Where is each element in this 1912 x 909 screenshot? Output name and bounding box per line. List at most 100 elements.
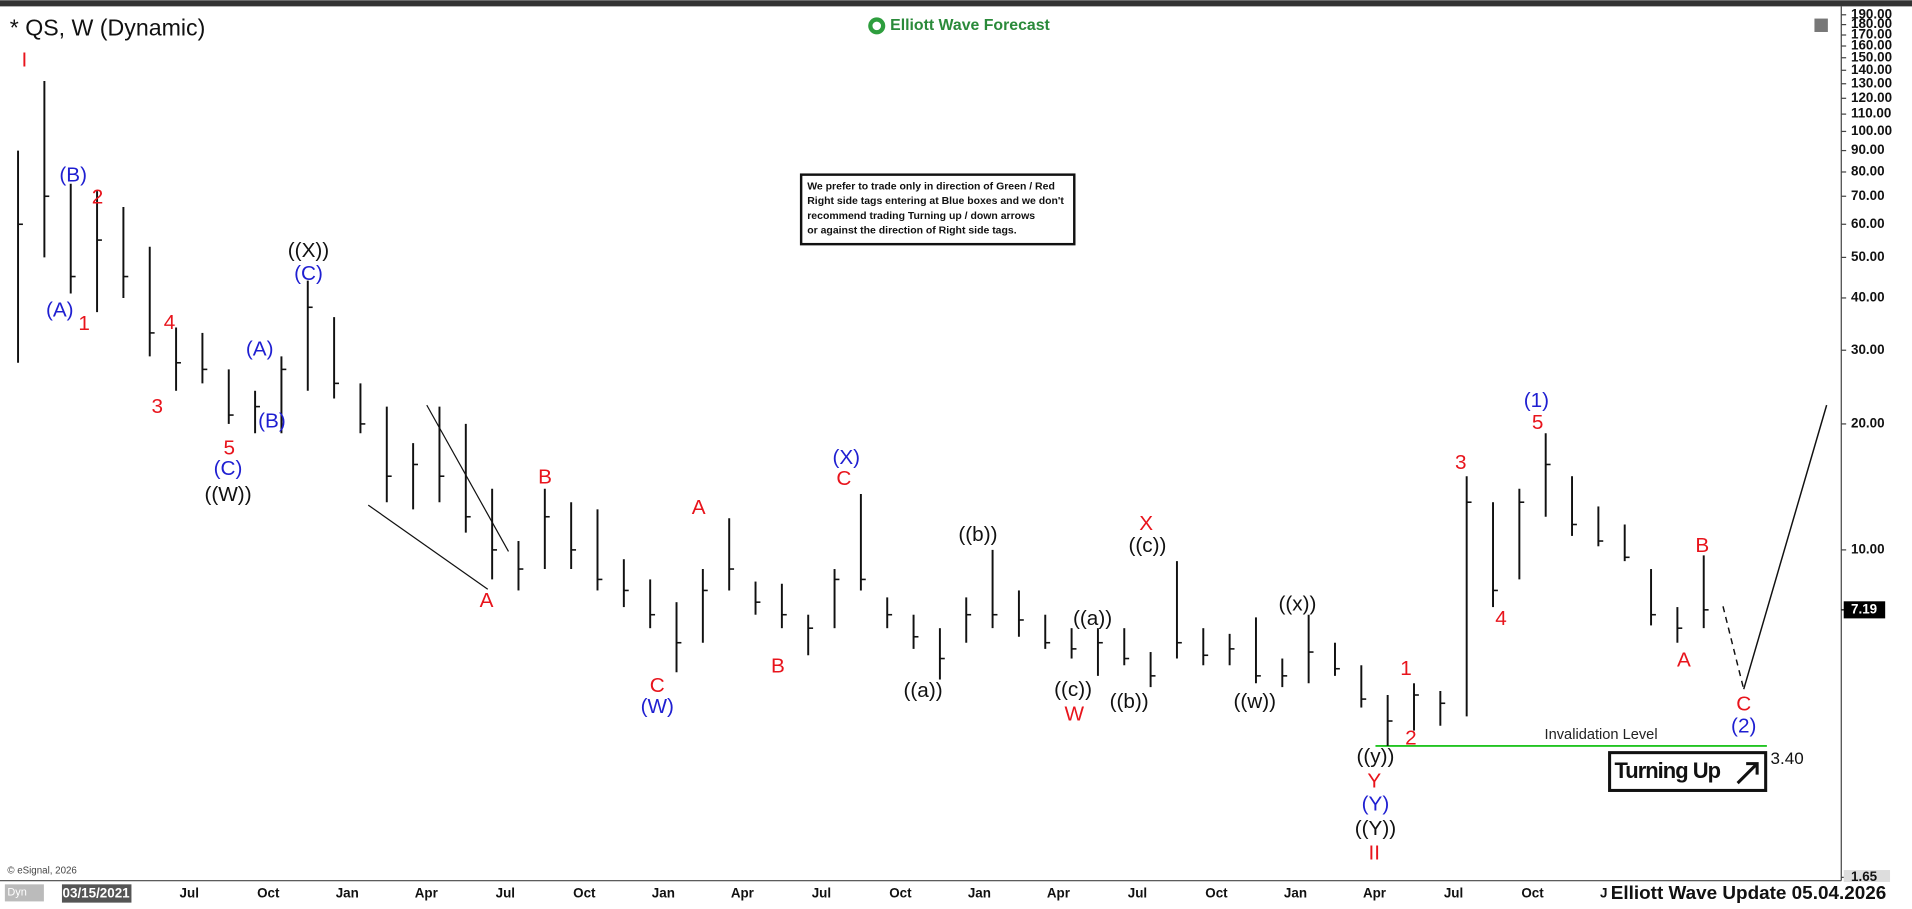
wave-label: ((c)) [1128,534,1166,557]
note-line: recommend trading Turning up / down arro… [807,211,1035,222]
footer: Elliott Wave Update 05.04.2026 [1611,883,1886,904]
wave-label: 3 [1455,451,1467,474]
wave-label: (A) [246,338,274,361]
wave-label: (1) [1524,389,1549,412]
x-tick-label: 03/15/2021 [63,886,131,901]
brand-logo: Elliott Wave Forecast [868,17,1051,35]
plot: 190.00180.00170.00160.00150.00140.00130.… [17,6,1892,903]
x-tick-label: Jan [1284,886,1307,901]
wave-label: (X) [832,446,860,469]
x-tick-label: Jan [336,886,359,901]
chart-title: * QS, W (Dynamic) [10,15,206,41]
wave-label: B [1695,534,1709,557]
y-tick-label: 150.00 [1851,49,1892,64]
tick-label-bg [1843,870,1891,885]
x-tick-label: Jan [652,886,675,901]
brand-name: Elliott Wave Forecast [890,17,1050,34]
wave-label: ((X)) [288,239,329,262]
note-line: We prefer to trade only in direction of … [807,182,1055,193]
y-tick-label: 80.00 [1851,164,1885,179]
footer-bg [1607,881,1912,909]
wave-label: ((x)) [1278,593,1316,616]
wave-label: W [1064,702,1084,725]
wave-label: ((b)) [1110,690,1149,713]
last-price-label: 7.19 [1851,601,1877,616]
wave-label: ((c)) [1054,678,1092,701]
x-tick-label: Oct [889,886,912,901]
y-tick-label: 30.00 [1851,342,1885,357]
y-tick-label: 40.00 [1851,290,1885,305]
wave-label: A [1677,649,1691,672]
x-tick-label: Apr [1363,886,1387,901]
wedge-line [367,504,489,590]
wave-label: (C) [214,457,243,480]
wave-label: 2 [92,185,104,208]
y-tick-label: 120.00 [1851,90,1892,105]
y-tick-label: 160.00 [1851,38,1892,53]
x-tick-label: Oct [1521,886,1544,901]
x-tick-label: Apr [415,886,439,901]
x-tick-label: Apr [731,886,755,901]
note-box: We prefer to trade only in direction of … [799,173,1076,246]
signal-text: Turning Up [1614,758,1720,783]
overlay: Elliott Wave Update 05.04.2026 [1607,881,1912,909]
wave-label: C [650,674,665,697]
wave-label: (B) [59,163,87,186]
y-tick-label: 70.00 [1851,188,1885,203]
wave-label: ((a)) [904,679,943,702]
wave-label: B [538,466,552,489]
wave-label: C [836,467,851,490]
wave-label: A [480,589,494,612]
y-tick-label: 170.00 [1851,27,1892,42]
signal-arrow [1736,762,1759,785]
y-tick-label: 60.00 [1851,216,1885,231]
wave-label: A [692,496,706,519]
x-tick-label: Jul [180,886,199,901]
wave-label: ((Y)) [1355,817,1396,840]
x-tick-label: Jul [1444,886,1463,901]
y-tick-label: 110.00 [1851,106,1891,121]
wave-label: 3 [152,395,164,418]
wave-label: ((w)) [1233,690,1276,713]
wave-label: Y [1367,769,1381,792]
wave-label: B [771,655,785,678]
wave-label: X [1139,512,1153,535]
top-border [0,0,1912,7]
date-label-bg [61,884,132,903]
wave-label: (A) [46,299,74,322]
x-tick-label: Apr [1047,886,1071,901]
wave-label: 1 [1400,657,1412,680]
note-line: or against the direction of Right side t… [807,226,1016,237]
invalidation-text: Invalidation Level [1545,727,1658,743]
wave-label: 5 [223,436,235,459]
x-tick-label: Jul [1128,886,1147,901]
badge-bg [4,884,44,902]
wave-label: (2) [1731,715,1756,738]
wave-label: (Y) [1362,793,1390,816]
logo-icon-inner [872,21,882,31]
signal-frame [1608,751,1768,792]
wave-label: ((y)) [1356,745,1394,768]
wave-label: II [1368,841,1380,864]
wave-label: 4 [164,311,176,334]
y-tick-label: 140.00 [1851,62,1892,77]
copyright: © eSignal, 2026 [7,865,77,876]
wave-label: 5 [1532,411,1544,434]
y-tick-label: 90.00 [1851,142,1885,157]
wave-label: 2 [1405,727,1417,750]
signal-box: Turning Up [1608,751,1768,792]
y-tick-label: 20.00 [1851,415,1885,430]
x-tick-label: Oct [257,886,280,901]
wave-label: ((a)) [1073,607,1112,630]
wave-label: (B) [258,410,286,433]
wave-label: ((b)) [958,523,997,546]
y-tick-label: 50.00 [1851,249,1885,264]
last-price-bg [1843,601,1886,619]
x-tick-label: Oct [573,886,596,901]
projection-line [1743,404,1828,690]
note-line: Right side tags entering at Blue boxes a… [807,196,1064,207]
projection-dashed [1722,606,1745,690]
wave-label: 1 [78,312,90,335]
wave-label: I [22,49,28,72]
